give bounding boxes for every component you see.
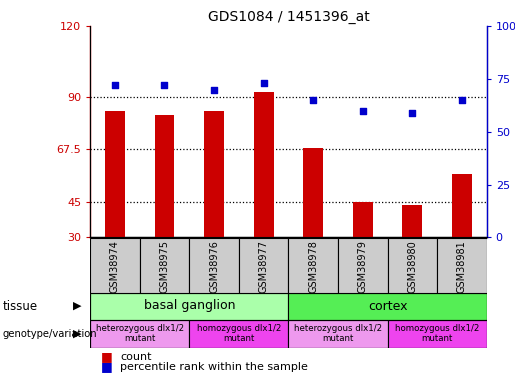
Bar bbox=[402, 204, 422, 237]
Text: percentile rank within the sample: percentile rank within the sample bbox=[120, 362, 308, 372]
Text: GSM38974: GSM38974 bbox=[110, 240, 120, 293]
Bar bbox=[90, 238, 140, 292]
Text: GSM38978: GSM38978 bbox=[308, 240, 318, 293]
Bar bbox=[154, 116, 175, 237]
Text: tissue: tissue bbox=[3, 300, 38, 312]
Point bbox=[210, 87, 218, 93]
Bar bbox=[204, 111, 224, 237]
Bar bbox=[303, 148, 323, 237]
Point bbox=[111, 82, 119, 88]
Bar bbox=[189, 320, 288, 348]
Point bbox=[260, 80, 268, 86]
Text: heterozygous dlx1/2
mutant: heterozygous dlx1/2 mutant bbox=[294, 324, 382, 343]
Text: GSM38980: GSM38980 bbox=[407, 240, 417, 293]
Text: GSM38976: GSM38976 bbox=[209, 240, 219, 293]
Text: GSM38979: GSM38979 bbox=[358, 240, 368, 293]
Text: count: count bbox=[120, 351, 151, 361]
Bar bbox=[353, 202, 373, 237]
Text: GSM38981: GSM38981 bbox=[457, 240, 467, 293]
Point bbox=[160, 82, 168, 88]
Bar bbox=[388, 238, 437, 292]
Bar bbox=[388, 320, 487, 348]
Bar bbox=[254, 92, 273, 237]
Title: GDS1084 / 1451396_at: GDS1084 / 1451396_at bbox=[208, 10, 369, 24]
Text: ■: ■ bbox=[100, 360, 112, 374]
Bar bbox=[189, 238, 239, 292]
Text: GSM38975: GSM38975 bbox=[160, 240, 169, 293]
Bar bbox=[140, 238, 189, 292]
Text: homozygous dlx1/2
mutant: homozygous dlx1/2 mutant bbox=[197, 324, 281, 343]
Bar bbox=[105, 111, 125, 237]
Bar bbox=[288, 238, 338, 292]
Text: ▶: ▶ bbox=[73, 328, 81, 339]
Bar bbox=[90, 292, 288, 320]
Bar bbox=[452, 174, 472, 237]
Text: basal ganglion: basal ganglion bbox=[144, 300, 235, 312]
Bar bbox=[288, 292, 487, 320]
Text: ■: ■ bbox=[100, 350, 112, 363]
Text: cortex: cortex bbox=[368, 300, 407, 312]
Bar bbox=[437, 238, 487, 292]
Point bbox=[358, 108, 367, 114]
Bar bbox=[90, 320, 189, 348]
Bar bbox=[288, 320, 387, 348]
Point bbox=[458, 97, 466, 103]
Bar bbox=[338, 238, 388, 292]
Text: genotype/variation: genotype/variation bbox=[3, 328, 97, 339]
Text: heterozygous dlx1/2
mutant: heterozygous dlx1/2 mutant bbox=[96, 324, 184, 343]
Point bbox=[309, 97, 317, 103]
Text: ▶: ▶ bbox=[73, 301, 81, 311]
Point bbox=[408, 110, 417, 116]
Bar bbox=[239, 238, 288, 292]
Text: homozygous dlx1/2
mutant: homozygous dlx1/2 mutant bbox=[395, 324, 479, 343]
Text: GSM38977: GSM38977 bbox=[259, 240, 269, 293]
